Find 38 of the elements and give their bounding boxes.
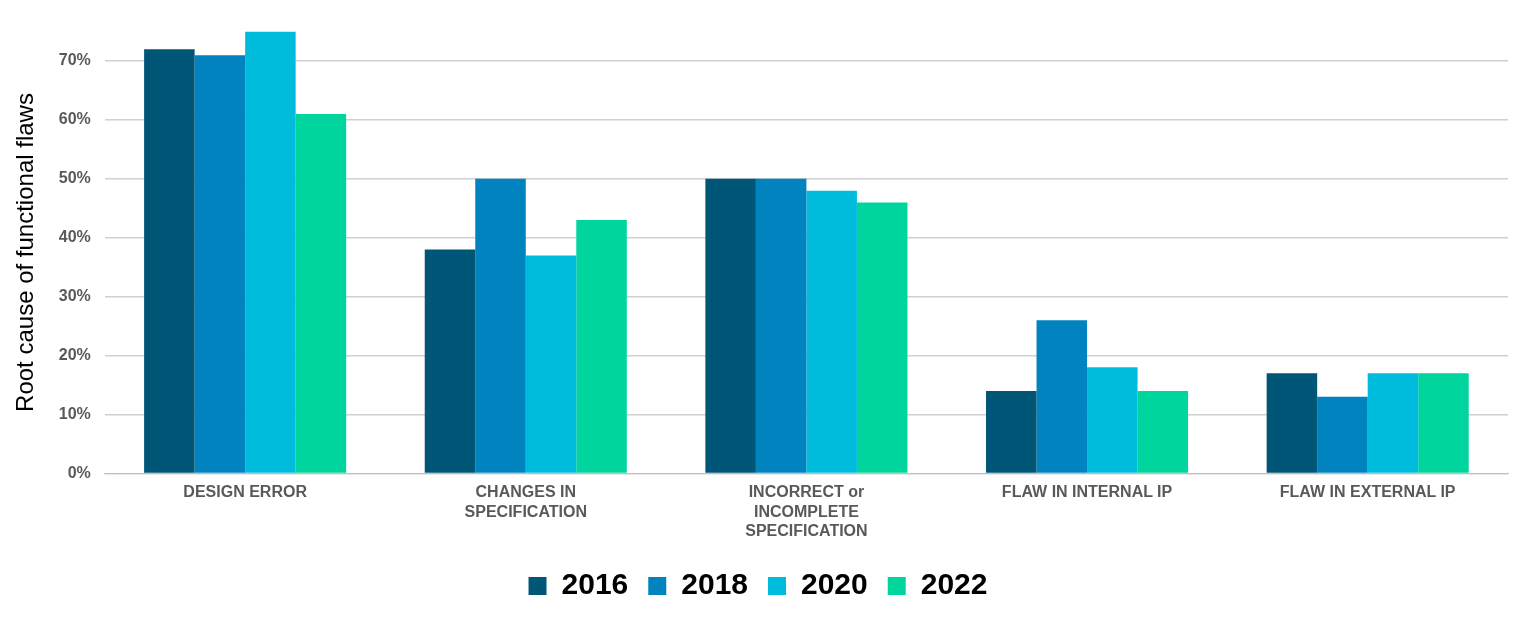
y-axis-title: Root cause of functional flaws (11, 93, 39, 412)
legend-label: 2016 (561, 567, 629, 601)
bar (525, 255, 577, 473)
y-tick-label: 70% (58, 51, 91, 69)
y-tick-label: 40% (58, 228, 91, 246)
bar (986, 390, 1037, 473)
bar (576, 220, 627, 473)
bar (705, 178, 756, 473)
bar (856, 202, 908, 473)
legend-label: 2022 (920, 567, 988, 601)
bar (1367, 373, 1419, 473)
bar (1317, 396, 1368, 473)
x-tick-label: DESIGN ERROR (183, 483, 308, 501)
y-tick-label: 60% (58, 110, 91, 128)
bar (755, 178, 807, 473)
y-tick-label: 50% (58, 169, 91, 187)
x-tick-label: INCORRECT or INCOMPLETE SPECIFICATION (745, 483, 868, 539)
bar (424, 249, 476, 473)
bar (806, 190, 857, 473)
bar (295, 114, 347, 473)
y-tick-label: 10% (58, 404, 91, 422)
bar (475, 178, 526, 473)
x-tick-label: FLAW IN EXTERNAL IP (1279, 483, 1456, 501)
bar (1036, 320, 1088, 473)
bar (245, 31, 296, 473)
bar (1418, 373, 1469, 473)
x-tick-label: FLAW IN INTERNAL IP (1001, 483, 1173, 501)
bar (1137, 390, 1189, 473)
y-tick-label: 30% (58, 287, 91, 305)
y-tick-label: 20% (58, 345, 91, 363)
bar (194, 55, 246, 473)
bar (1087, 367, 1138, 473)
x-tick-label: CHANGES IN SPECIFICATION (464, 483, 587, 520)
bar (144, 49, 195, 473)
legend-label: 2020 (801, 567, 868, 601)
y-tick-label: 0% (67, 463, 91, 481)
legend-label: 2018 (681, 567, 749, 601)
bar (1266, 373, 1318, 473)
